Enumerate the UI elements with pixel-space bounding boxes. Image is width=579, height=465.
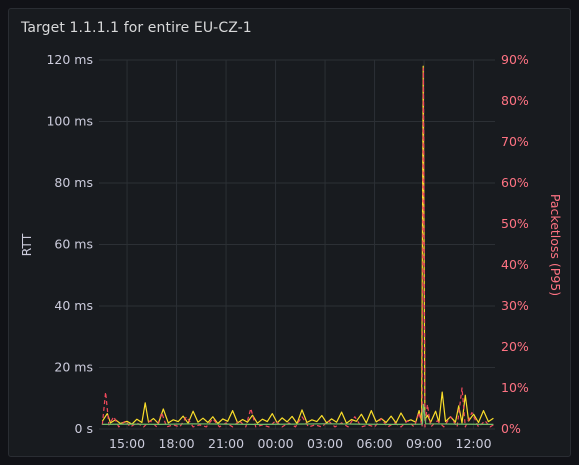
baseline-series-line: [102, 403, 494, 425]
chart-panel: Target 1.1.1.1 for entire EU-CZ-1: [8, 8, 571, 457]
panel-title: Target 1.1.1.1 for entire EU-CZ-1: [21, 20, 252, 36]
packetloss-series-line: [101, 67, 494, 428]
right-axis-ticks: 0% 10% 20% 30% 40% 50% 60% 70% 80% 90%: [501, 52, 529, 436]
right-tick-label: 60%: [501, 175, 529, 190]
left-tick-label: 100 ms: [46, 114, 93, 129]
right-tick-label: 0%: [501, 421, 521, 436]
left-tick-label: 60 ms: [54, 237, 93, 252]
right-tick-label: 80%: [501, 93, 529, 108]
x-tick-label: 00:00: [258, 436, 294, 451]
x-axis-ticks: 15:00 18:00 21:00 00:00 03:00 06:00 09:00 12:00: [109, 436, 492, 451]
right-tick-label: 50%: [501, 216, 529, 231]
right-tick-label: 90%: [501, 52, 529, 67]
x-tick-label: 12:00: [456, 436, 492, 451]
x-tick-label: 03:00: [307, 436, 343, 451]
right-tick-label: 70%: [501, 134, 529, 149]
x-tick-label: 18:00: [159, 436, 195, 451]
right-tick-label: 20%: [501, 339, 529, 354]
left-tick-label: 120 ms: [46, 52, 93, 67]
left-tick-label: 80 ms: [54, 175, 93, 190]
left-tick-label: 0 s: [75, 421, 93, 436]
left-tick-label: 20 ms: [54, 360, 93, 375]
left-axis-ticks: 0 s 20 ms 40 ms 60 ms 80 ms 100 ms 120 ms: [46, 52, 93, 436]
left-tick-label: 40 ms: [54, 298, 93, 313]
x-tick-label: 09:00: [406, 436, 442, 451]
right-tick-label: 10%: [501, 380, 529, 395]
series-group: [101, 65, 494, 428]
rtt-series-line: [101, 65, 494, 425]
right-tick-label: 40%: [501, 257, 529, 272]
grid: [99, 59, 495, 430]
x-tick-label: 21:00: [208, 436, 244, 451]
right-tick-label: 30%: [501, 298, 529, 313]
left-axis-label: RTT: [19, 233, 34, 256]
x-tick-label: 15:00: [109, 436, 145, 451]
x-tick-label: 06:00: [357, 436, 393, 451]
right-axis-label: Packetloss (P95): [548, 194, 563, 296]
